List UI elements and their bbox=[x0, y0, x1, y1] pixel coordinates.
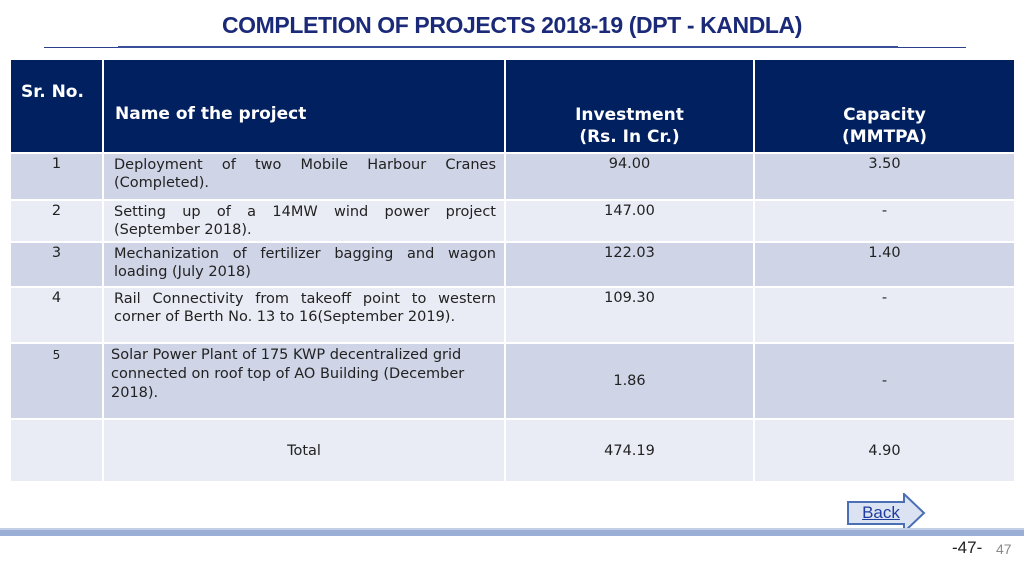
total-investment: 474.19 bbox=[504, 418, 755, 483]
header-investment-line1: Investment bbox=[575, 105, 684, 125]
row-investment: 109.30 bbox=[504, 286, 755, 344]
table-row: 3 Mechanization of fertilizer bagging an… bbox=[9, 241, 1016, 288]
back-button[interactable]: Back bbox=[846, 493, 926, 533]
row-capacity: 1.40 bbox=[753, 241, 1016, 288]
projects-table: Sr. No. Name of the project Investment (… bbox=[9, 58, 1016, 483]
slide-number: 47 bbox=[996, 541, 1012, 557]
total-capacity: 4.90 bbox=[753, 418, 1016, 483]
row-sr-no: 4 bbox=[9, 286, 104, 344]
row-capacity: - bbox=[753, 199, 1016, 243]
row-investment: 94.00 bbox=[504, 152, 755, 201]
row-project-name: Setting up of a 14MW wind power project … bbox=[102, 199, 506, 243]
back-link[interactable]: Back bbox=[862, 503, 900, 522]
row-project-name: Solar Power Plant of 175 KWP decentraliz… bbox=[102, 342, 506, 420]
total-sr-blank bbox=[9, 418, 104, 483]
row-project-name: Deployment of two Mobile Harbour Cranes … bbox=[102, 152, 506, 201]
table-row: 1 Deployment of two Mobile Harbour Crane… bbox=[9, 152, 1016, 201]
row-capacity: - bbox=[753, 342, 1016, 420]
table-row: 2 Setting up of a 14MW wind power projec… bbox=[9, 199, 1016, 243]
table-row: 4 Rail Connectivity from takeoff point t… bbox=[9, 286, 1016, 344]
row-investment: 1.86 bbox=[504, 342, 755, 420]
row-sr-no: 2 bbox=[9, 199, 104, 243]
row-investment: 122.03 bbox=[504, 241, 755, 288]
header-investment-line2: (Rs. In Cr.) bbox=[579, 127, 680, 147]
row-project-name: Mechanization of fertilizer bagging and … bbox=[102, 241, 506, 288]
total-label: Total bbox=[102, 418, 506, 483]
header-capacity-line1: Capacity bbox=[843, 105, 926, 125]
row-capacity: - bbox=[753, 286, 1016, 344]
page-number-label: -47- bbox=[952, 538, 983, 557]
title-underline-accent bbox=[118, 46, 898, 48]
header-project-name: Name of the project bbox=[102, 58, 506, 154]
header-capacity-line2: (MMTPA) bbox=[841, 127, 928, 147]
header-sr-no: Sr. No. bbox=[9, 58, 104, 154]
header-investment: Investment (Rs. In Cr.) bbox=[504, 58, 755, 154]
table-row: 5 Solar Power Plant of 175 KWP decentral… bbox=[9, 342, 1016, 420]
table-header-row: Sr. No. Name of the project Investment (… bbox=[9, 58, 1016, 154]
row-capacity: 3.50 bbox=[753, 152, 1016, 201]
row-sr-no: 5 bbox=[9, 342, 104, 420]
right-arrow-icon bbox=[847, 493, 926, 533]
footer-divider-light bbox=[0, 528, 1024, 530]
row-sr-no: 1 bbox=[9, 152, 104, 201]
row-project-name: Rail Connectivity from takeoff point to … bbox=[102, 286, 506, 344]
table-total-row: Total 474.19 4.90 bbox=[9, 418, 1016, 483]
row-sr-no: 3 bbox=[9, 241, 104, 288]
row-investment: 147.00 bbox=[504, 199, 755, 243]
header-capacity: Capacity (MMTPA) bbox=[753, 58, 1016, 154]
slide-title: COMPLETION OF PROJECTS 2018-19 (DPT - KA… bbox=[221, 12, 803, 38]
footer-divider bbox=[0, 530, 1024, 536]
